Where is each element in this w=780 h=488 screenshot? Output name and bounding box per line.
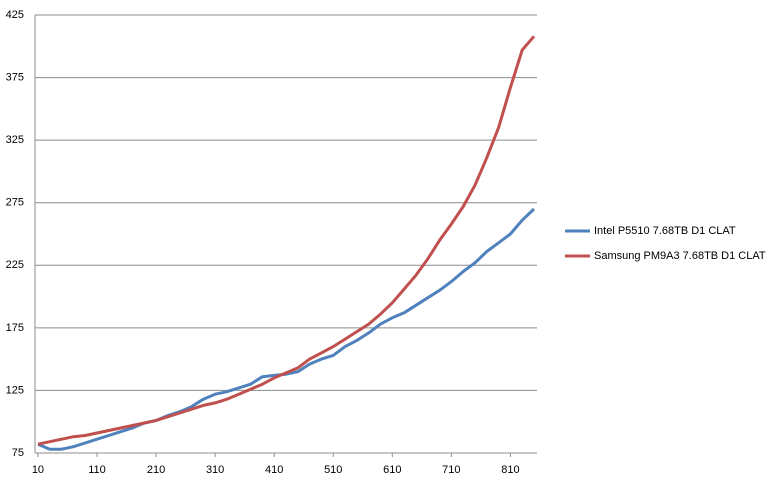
x-tick-label: 610 bbox=[383, 464, 401, 476]
x-tick-label: 810 bbox=[501, 464, 519, 476]
y-tick-label: 175 bbox=[6, 322, 24, 334]
x-tick-label: 410 bbox=[265, 464, 283, 476]
series-line bbox=[37, 35, 536, 446]
x-tick-label: 710 bbox=[442, 464, 460, 476]
y-tick-label: 225 bbox=[6, 259, 24, 271]
legend-label: Intel P5510 7.68TB D1 CLAT bbox=[594, 225, 736, 237]
y-tick-label: 275 bbox=[6, 197, 24, 209]
legend-label: Samsung PM9A3 7.68TB D1 CLAT bbox=[594, 250, 766, 262]
y-tick-label: 375 bbox=[6, 71, 24, 83]
y-tick-label: 325 bbox=[6, 134, 24, 146]
series-line bbox=[37, 207, 536, 451]
x-tick-label: 510 bbox=[324, 464, 342, 476]
x-tick-label: 110 bbox=[88, 464, 106, 476]
y-tick-label: 425 bbox=[6, 9, 24, 21]
x-tick-label: 210 bbox=[147, 464, 165, 476]
y-tick-label: 75 bbox=[12, 447, 24, 459]
x-tick-label: 310 bbox=[206, 464, 224, 476]
x-tick-label: 10 bbox=[32, 464, 44, 476]
y-tick-label: 125 bbox=[6, 384, 24, 396]
